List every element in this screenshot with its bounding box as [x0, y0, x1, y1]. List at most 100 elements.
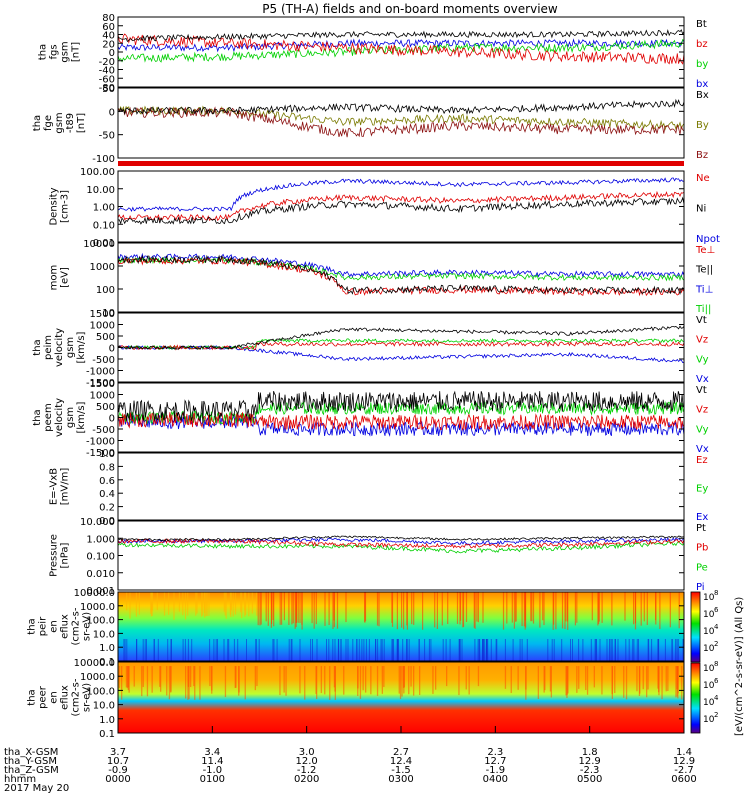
spectrogram-streak — [658, 666, 660, 693]
spectrogram-streak — [255, 639, 257, 661]
spectrogram-streak — [283, 666, 285, 693]
y-tick-label: 10.00 — [86, 185, 115, 196]
time-axis-value: -2.3 — [580, 765, 600, 776]
legend-Vy: Vy — [696, 354, 709, 365]
spectrogram-streak — [640, 592, 642, 626]
spectrogram-streak — [208, 592, 210, 616]
spectrogram-streak — [599, 639, 601, 661]
y-tick-label: 80 — [102, 13, 115, 24]
y-axis-label: [nT] — [76, 113, 87, 133]
spectrogram-streak — [567, 666, 569, 694]
spectrogram-streak — [465, 592, 468, 622]
spectrogram-streak — [445, 639, 447, 661]
colorbar-upper — [690, 591, 701, 663]
colorbar-tick-label: 10 — [703, 664, 715, 674]
time-axis-value: 0100 — [200, 774, 225, 785]
y-axis-label: eflux — [60, 685, 71, 710]
spectrogram-streak — [352, 639, 354, 661]
colorbar-tick-exponent: 4 — [714, 623, 719, 631]
y-tick-label: 0 — [109, 107, 115, 118]
spectrogram-streak — [182, 639, 184, 661]
spectrogram-streak — [299, 666, 301, 694]
spectrogram-streak — [401, 592, 403, 628]
time-axis-value: 12.4 — [390, 756, 412, 767]
spectrogram-streak — [304, 666, 306, 700]
spectrogram-streak — [578, 666, 580, 689]
spectrogram-streak — [478, 639, 480, 661]
spectrogram-streak — [167, 639, 169, 661]
spectrogram-streak — [184, 639, 186, 661]
spectrogram-streak — [410, 666, 412, 687]
legend-By: By — [696, 120, 709, 131]
spectrogram-streak — [260, 592, 262, 625]
spectrogram-streak — [625, 666, 628, 700]
y-axis-label: [nPa] — [60, 542, 71, 568]
trace-bt — [117, 29, 685, 43]
spectrogram-streak — [525, 592, 527, 628]
spectrogram-streak — [526, 639, 528, 661]
y-tick-label: 1000.0 — [80, 602, 115, 613]
colorbar-tick-exponent: 4 — [714, 694, 719, 702]
time-axis-value: 0300 — [388, 774, 413, 785]
spectrogram-streak — [357, 666, 359, 697]
spectrogram-streak — [495, 639, 497, 661]
spectrogram-streak — [232, 592, 234, 617]
legend-Npot: Npot — [696, 234, 720, 245]
spectrogram-streak — [677, 666, 679, 694]
time-axis-row-label: tha_X-GSM — [4, 747, 58, 758]
y-tick-label: 0.8 — [99, 462, 115, 473]
spectrogram-streak — [646, 666, 648, 698]
spectrogram-streak — [246, 639, 247, 661]
spectrogram-streak — [248, 592, 250, 617]
spectrogram-streak — [234, 666, 236, 688]
y-tick-label: 500 — [96, 332, 115, 343]
spectrogram-streak — [316, 666, 318, 700]
spectrogram-streak — [332, 639, 334, 661]
spectrogram-streak — [359, 666, 362, 699]
spectrogram-streak — [413, 592, 415, 625]
spectrogram-streak — [553, 639, 555, 661]
y-tick-label: 100 — [96, 285, 115, 296]
spectrogram-streak — [383, 639, 385, 661]
y-axis-label: tha — [32, 339, 43, 355]
y-tick-label: -80 — [99, 83, 115, 94]
legend-Te⊥: Te⊥ — [695, 245, 715, 256]
spectrogram-streak — [502, 592, 505, 630]
data-traces — [117, 29, 685, 554]
panel-frame-pressure — [117, 520, 685, 591]
spectrogram-streak — [391, 592, 393, 623]
spectrogram-streak — [215, 639, 217, 661]
spectrogram-streak — [576, 666, 578, 693]
spectrogram-streak — [633, 592, 635, 625]
spectrogram-streak — [671, 639, 673, 661]
legend-Pb: Pb — [696, 543, 708, 554]
spectrogram-streak — [156, 592, 158, 611]
spectrogram-streak — [324, 592, 326, 626]
colorbar-tick-exponent: 8 — [714, 660, 718, 668]
spectrogram-streak — [449, 639, 451, 661]
spectrogram-streak — [664, 639, 666, 661]
y-axis-label: E=-VxB — [49, 468, 60, 505]
spectrogram-streak — [678, 592, 680, 629]
spectrogram-streak — [251, 592, 253, 614]
y-axis-label: peir — [38, 616, 49, 636]
y-tick-label: 500 — [96, 402, 115, 413]
spectrogram-peer-streaks — [118, 666, 683, 700]
spectrogram-streak — [598, 592, 600, 624]
spectrogram-streak — [190, 666, 192, 687]
legend-bz: bz — [696, 39, 708, 50]
spectrogram-streak — [436, 592, 438, 629]
time-axis-value: -1.2 — [297, 765, 317, 776]
y-tick-label: 1.000 — [86, 534, 115, 545]
trace-peem-vt — [117, 390, 685, 422]
spectrogram-streak — [166, 666, 168, 696]
spectrogram-streak — [530, 592, 532, 622]
y-axis-label: velocity — [54, 328, 65, 367]
y-tick-label: 0.01 — [93, 238, 115, 249]
colorbar-lower — [690, 662, 701, 734]
spectrogram-streak — [418, 639, 420, 661]
y-axis-label: tha — [32, 409, 43, 425]
time-axis-value: 10.7 — [107, 756, 129, 767]
spectrogram-streak — [273, 639, 275, 661]
